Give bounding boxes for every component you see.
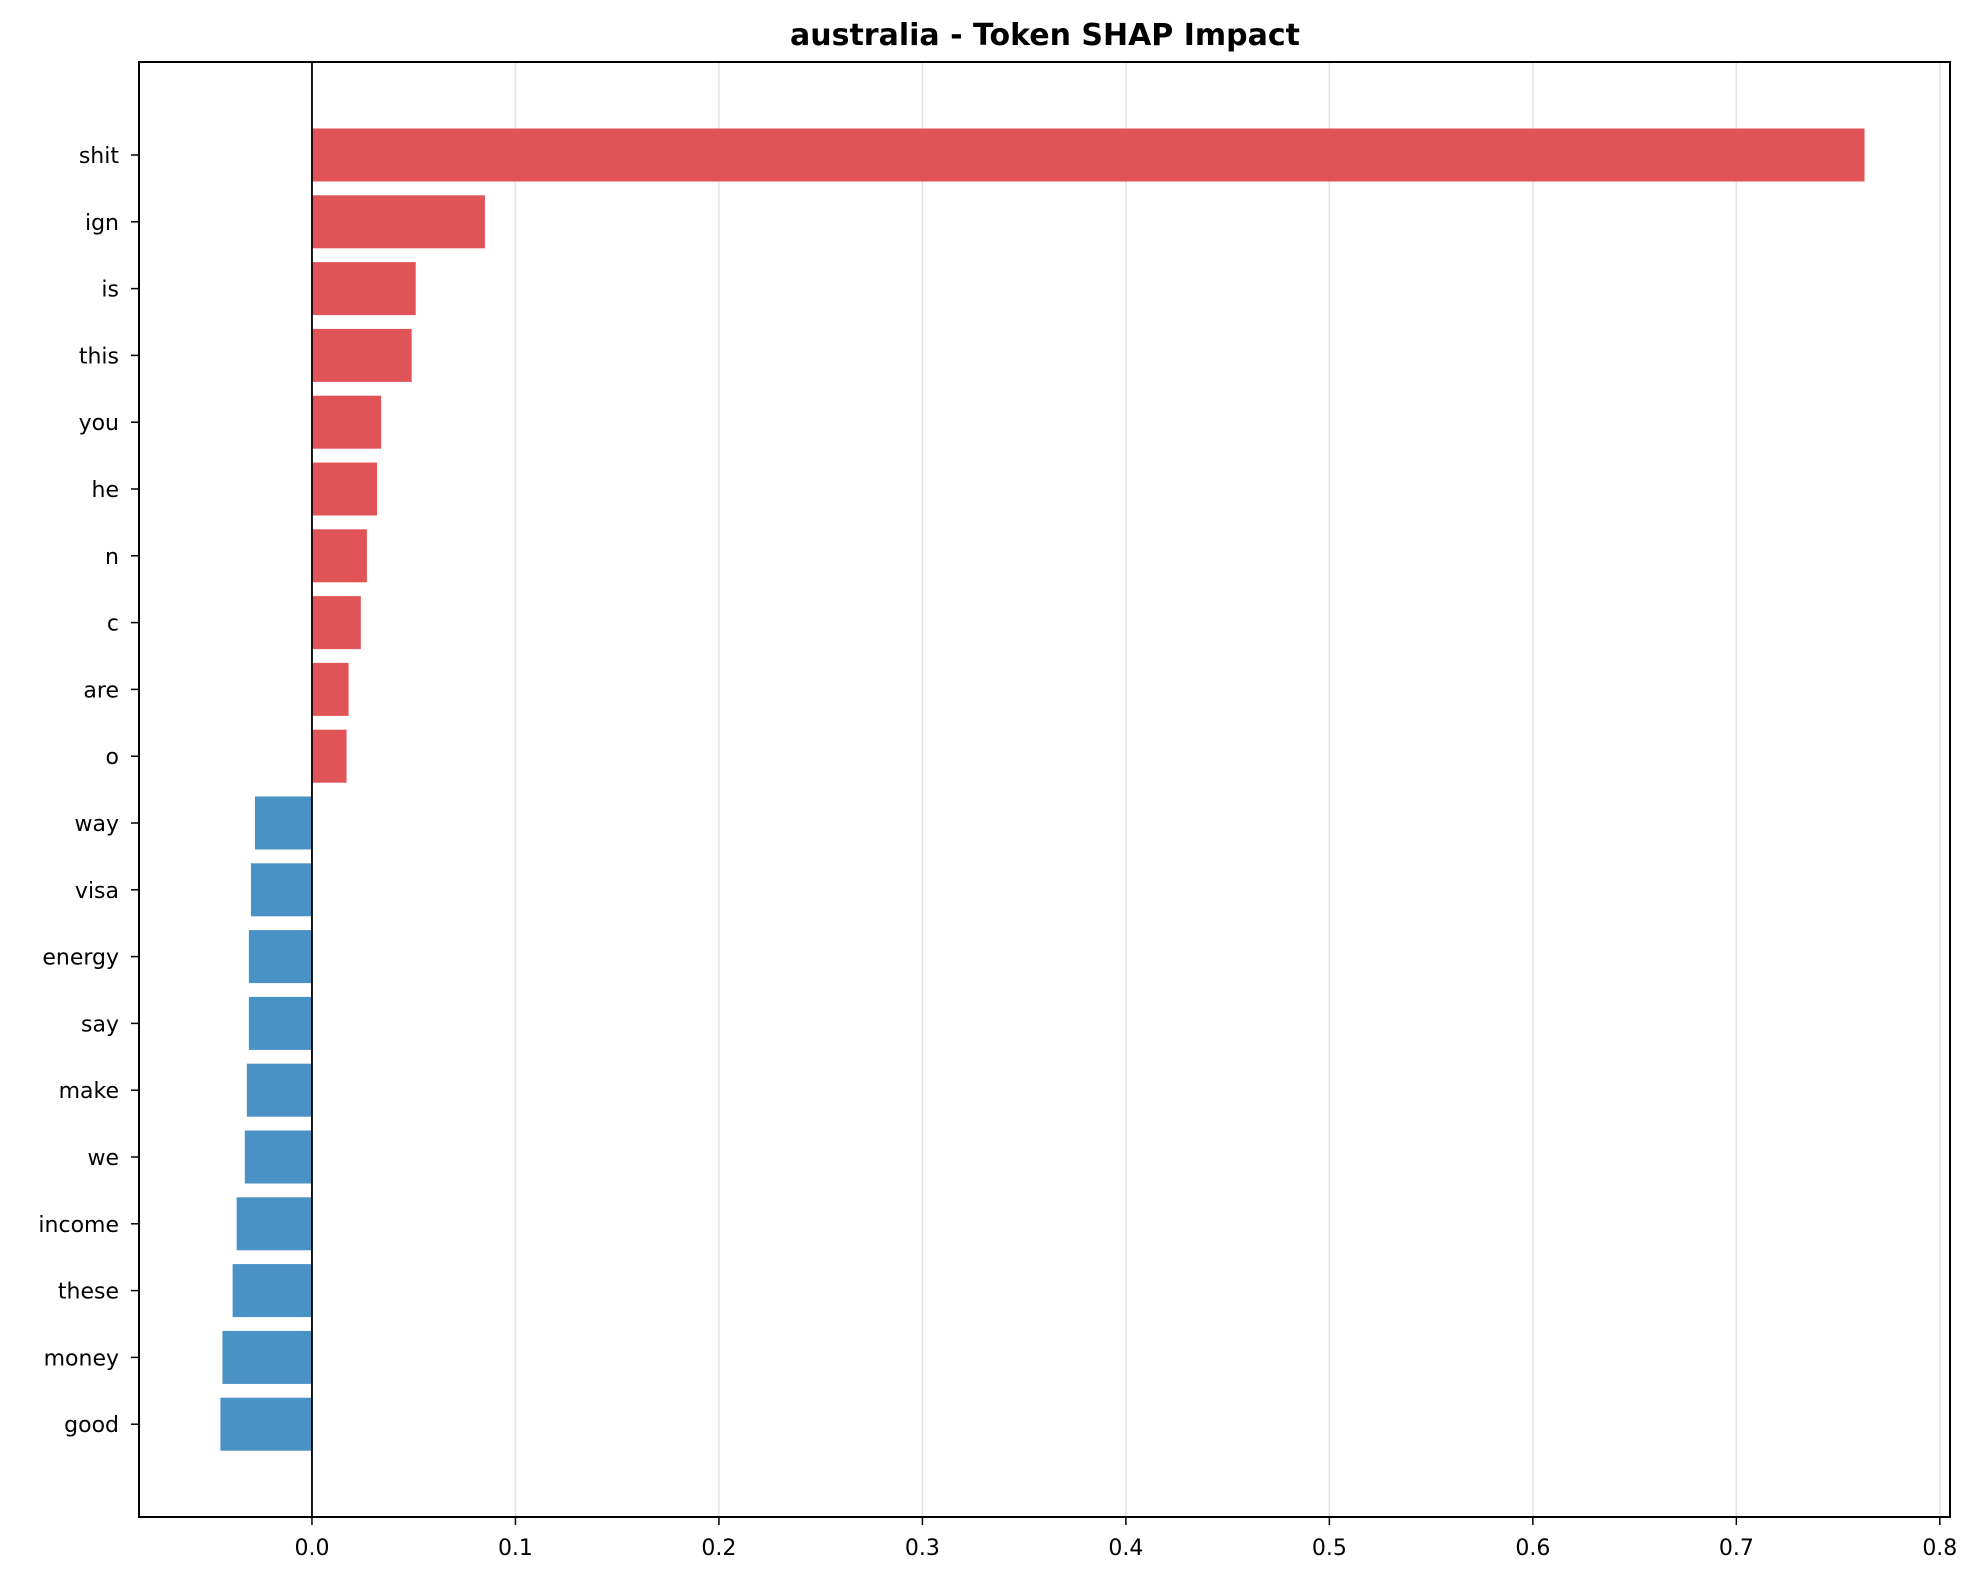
bar-ign xyxy=(311,195,485,249)
y-tick-label-this: this xyxy=(79,344,119,369)
y-tick-label-we: we xyxy=(87,1146,119,1171)
bar-make xyxy=(246,1063,312,1117)
bar-income xyxy=(236,1197,312,1251)
y-tick-label-money: money xyxy=(44,1346,119,1371)
y-tick-label-income: income xyxy=(38,1213,119,1238)
bar-this xyxy=(311,328,412,382)
y-tick-label-good: good xyxy=(64,1413,119,1438)
y-tick-label-you: you xyxy=(79,411,119,436)
x-tick-label-4: 0.4 xyxy=(1108,1536,1143,1561)
bars xyxy=(220,128,1865,1451)
bar-money xyxy=(222,1330,312,1384)
bar-visa xyxy=(250,863,312,917)
bar-he xyxy=(311,462,378,516)
y-tick-label-c: c xyxy=(107,612,119,637)
bar-is xyxy=(311,262,416,316)
y-tick-label-make: make xyxy=(59,1079,119,1104)
y-tick-label-energy: energy xyxy=(42,946,119,971)
y-tick-label-visa: visa xyxy=(75,879,119,904)
x-axis-ticks: 0.0 0.1 0.2 0.3 0.4 0.5 0.6 0.7 0.8 xyxy=(294,1517,1957,1561)
bar-o xyxy=(311,729,347,783)
y-tick-label-these: these xyxy=(58,1280,119,1305)
bar-n xyxy=(311,529,367,583)
x-tick-label-6: 0.6 xyxy=(1515,1536,1550,1561)
bar-c xyxy=(311,596,361,650)
y-tick-label-way: way xyxy=(75,812,120,837)
y-tick-label-o: o xyxy=(106,745,119,770)
y-tick-label-he: he xyxy=(92,478,119,503)
x-tick-label-2: 0.2 xyxy=(701,1536,736,1561)
x-tick-label-5: 0.5 xyxy=(1312,1536,1347,1561)
x-tick-label-0: 0.0 xyxy=(294,1536,329,1561)
grid-lines xyxy=(311,62,1941,1517)
plot-frame xyxy=(138,61,1951,1518)
y-tick-label-are: are xyxy=(83,678,119,703)
bar-we xyxy=(244,1130,312,1184)
bar-are xyxy=(311,662,349,716)
bar-way xyxy=(254,796,312,850)
x-tick-label-1: 0.1 xyxy=(498,1536,533,1561)
bar-good xyxy=(220,1397,312,1451)
bar-shit xyxy=(311,128,1865,182)
y-axis-ticks: shit ign is this you he n c are o way visa energy say… xyxy=(38,144,139,1438)
y-tick-label-ign: ign xyxy=(85,211,119,236)
chart-title: australia - Token SHAP Impact xyxy=(790,18,1300,53)
bar-say xyxy=(248,996,312,1050)
x-tick-label-8: 0.8 xyxy=(1922,1536,1957,1561)
y-tick-label-n: n xyxy=(105,545,119,570)
x-tick-label-3: 0.3 xyxy=(905,1536,940,1561)
x-tick-label-7: 0.7 xyxy=(1719,1536,1754,1561)
bar-you xyxy=(311,395,382,449)
y-tick-label-shit: shit xyxy=(79,144,120,169)
bar-energy xyxy=(248,930,312,984)
y-tick-label-say: say xyxy=(81,1012,119,1037)
y-tick-label-is: is xyxy=(101,278,119,303)
bar-these xyxy=(232,1264,312,1318)
